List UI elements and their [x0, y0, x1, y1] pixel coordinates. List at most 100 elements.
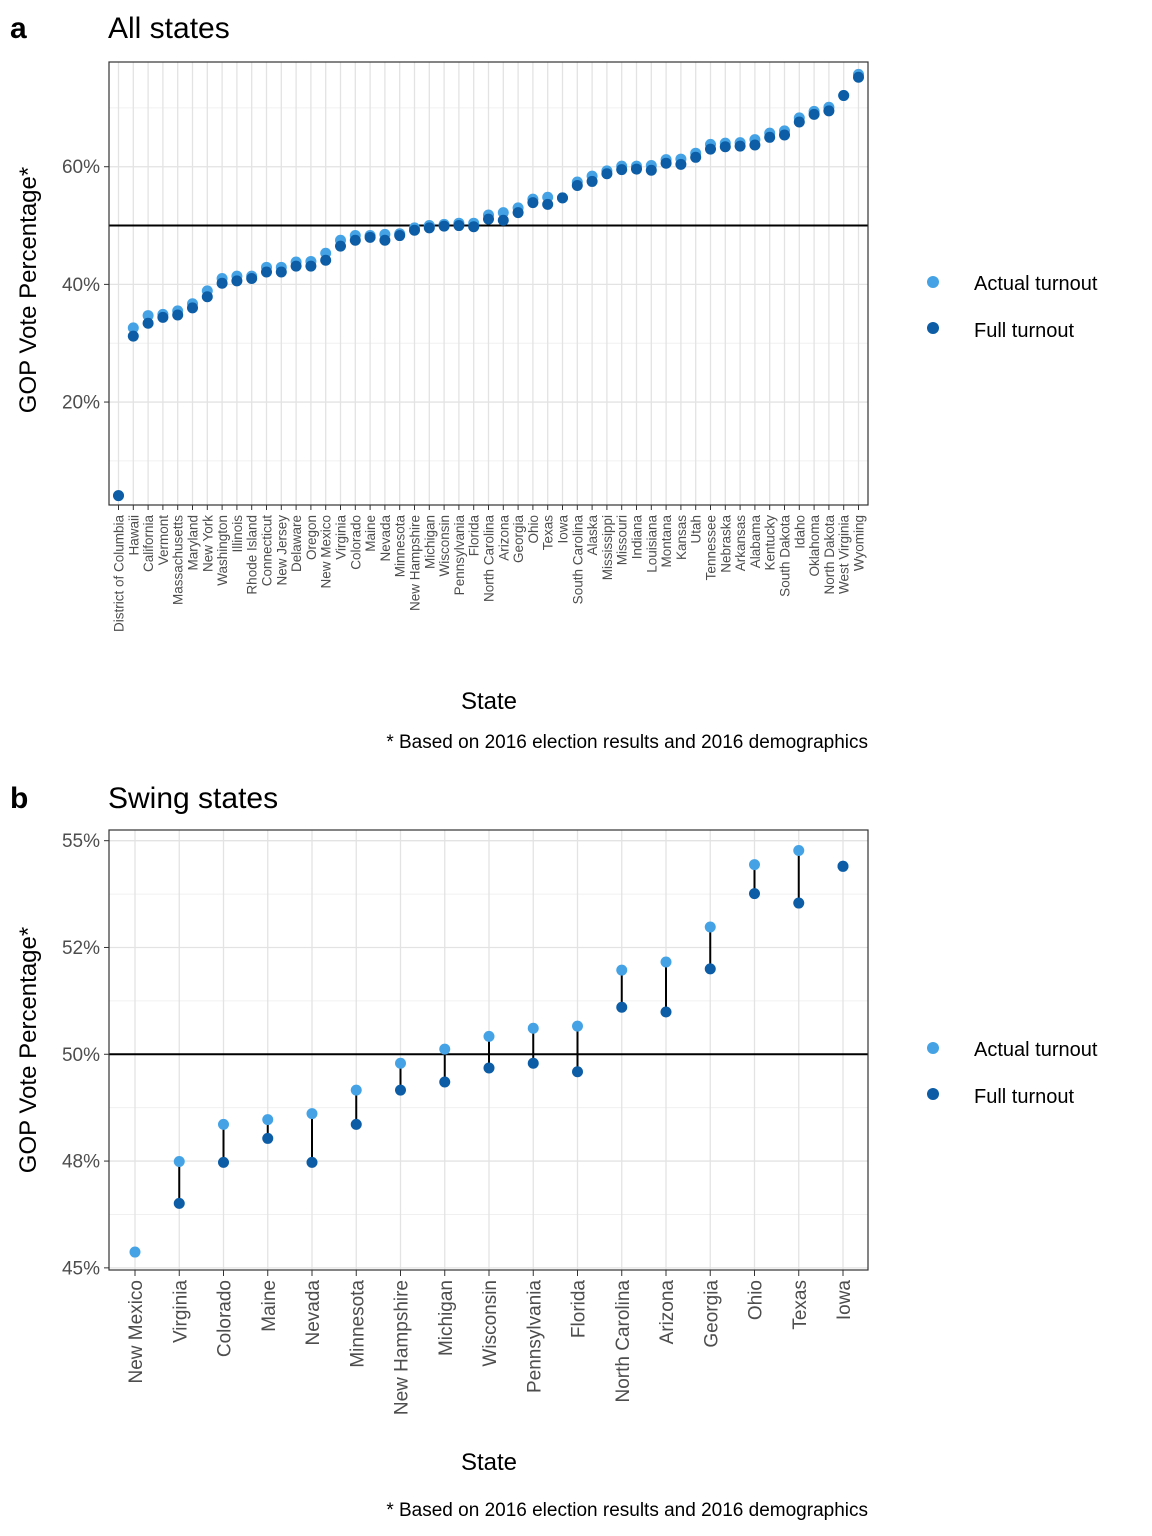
x-tick-label-arizona: Arizona: [657, 1280, 678, 1345]
panel-b-x-axis-title: State: [461, 1449, 517, 1476]
point-full-minnesota: [350, 1118, 362, 1130]
panel-a-y-axis: 20% 40% 60%: [62, 157, 109, 414]
panel-a-caption: * Based on 2016 election results and 201…: [386, 732, 868, 753]
x-tick-label-wyoming: Wyoming: [852, 515, 867, 571]
panel-b-legend: Actual turnout Full turnout: [927, 1039, 1098, 1108]
panel-b-swing-states: b Swing states 45% 48% 50% 52% 55% New Mexic…: [10, 782, 1098, 1521]
x-tick-label-idaho: Idaho: [792, 515, 807, 549]
x-tick-label-wisconsin: Wisconsin: [480, 1280, 501, 1367]
point-full-california: [142, 317, 154, 329]
legend-a-full-key: [927, 322, 939, 334]
x-tick-label-florida: Florida: [467, 515, 482, 557]
point-full-vermont: [157, 311, 169, 323]
point-full-georgia: [512, 207, 524, 219]
x-tick-label-florida: Florida: [569, 1280, 590, 1339]
point-full-new-york: [201, 291, 213, 303]
point-full-delaware: [290, 260, 302, 272]
x-tick-label-maryland: Maryland: [186, 515, 201, 571]
point-actual-maine: [262, 1114, 274, 1126]
point-actual-virginia: [173, 1155, 185, 1167]
x-tick-label-georgia: Georgia: [701, 1280, 722, 1348]
point-actual-arizona: [660, 956, 672, 968]
x-tick-label-south-dakota: South Dakota: [778, 515, 793, 597]
point-full-tennessee: [705, 143, 716, 155]
panel-b-y-axis: 45% 48% 50% 52% 55%: [62, 831, 109, 1279]
panel-a-title: All states: [108, 12, 230, 45]
point-actual-arizona: [497, 207, 509, 219]
x-tick-label-nevada: Nevada: [303, 1280, 324, 1346]
panel-a-letter: a: [10, 12, 27, 45]
point-actual-colorado: [218, 1118, 229, 1130]
point-full-florida: [572, 1066, 583, 1078]
point-full-ohio: [749, 888, 760, 900]
point-full-idaho: [793, 116, 805, 128]
point-actual-ohio: [749, 859, 760, 871]
y-tick-label: 50%: [62, 1045, 100, 1066]
x-tick-label-michigan: Michigan: [436, 1280, 457, 1356]
x-tick-label-oregon: Oregon: [304, 515, 319, 560]
x-tick-label-pennsylvania: Pennsylvania: [524, 1280, 545, 1393]
point-full-massachusetts: [172, 309, 184, 321]
x-tick-label-alabama: Alabama: [748, 515, 763, 569]
point-full-alabama: [749, 139, 761, 151]
point-full-north-dakota: [823, 105, 835, 117]
x-tick-label-nebraska: Nebraska: [718, 515, 733, 573]
y-tick-label: 52%: [62, 938, 100, 959]
point-full-nebraska: [719, 141, 731, 153]
point-full-north-carolina: [483, 213, 494, 225]
x-tick-label-new-hampshire: New Hampshire: [408, 515, 423, 611]
y-tick-label: 48%: [62, 1152, 100, 1173]
point-full-west-virginia: [838, 90, 850, 102]
point-full-washington: [216, 277, 228, 289]
x-tick-label-colorado: Colorado: [348, 515, 363, 570]
point-full-south-dakota: [779, 129, 790, 141]
y-tick-label: 60%: [62, 157, 100, 178]
x-tick-label-iowa: Iowa: [556, 515, 571, 544]
panel-b-title: Swing states: [108, 782, 278, 815]
panel-a-x-axis-title: State: [461, 688, 517, 715]
y-tick-label: 20%: [62, 393, 100, 414]
x-tick-label-new-mexico: New Mexico: [126, 1280, 147, 1383]
point-full-arizona: [497, 214, 509, 226]
x-tick-label-rhode-island: Rhode Island: [245, 515, 260, 595]
x-tick-label-ohio: Ohio: [746, 1280, 767, 1320]
point-full-illinois: [231, 275, 243, 287]
x-tick-label-arizona: Arizona: [496, 515, 511, 561]
point-actual-michigan: [439, 1043, 451, 1055]
point-full-kentucky: [764, 131, 776, 143]
point-full-mississippi: [601, 168, 613, 180]
point-full-pennsylvania: [453, 220, 465, 232]
x-tick-label-new-york: New York: [200, 515, 215, 572]
x-tick-label-oklahoma: Oklahoma: [807, 515, 822, 577]
legend-a-full-label: Full turnout: [974, 320, 1074, 342]
panel-b-letter: b: [10, 782, 28, 815]
x-tick-label-georgia: Georgia: [511, 515, 526, 564]
x-tick-label-texas: Texas: [790, 1280, 811, 1330]
y-tick-label: 40%: [62, 275, 100, 296]
point-full-maine: [262, 1132, 274, 1144]
point-full-florida: [468, 221, 480, 233]
x-tick-label-massachusetts: Massachusetts: [171, 515, 186, 605]
point-actual-georgia: [704, 921, 716, 933]
point-full-district-of-columbia: [113, 490, 124, 502]
x-tick-label-tennessee: Tennessee: [704, 515, 719, 580]
point-actual-nevada: [306, 1108, 318, 1120]
x-tick-label-washington: Washington: [215, 515, 230, 586]
point-full-missouri: [616, 164, 628, 176]
point-full-iowa: [557, 192, 568, 204]
point-full-wisconsin: [438, 220, 450, 232]
panel-b-y-axis-title: GOP Vote Percentage*: [15, 927, 42, 1173]
y-tick-label: 55%: [62, 831, 100, 852]
point-full-montana: [660, 157, 672, 169]
x-tick-label-north-carolina: North Carolina: [613, 1280, 634, 1403]
legend-a-actual-key: [927, 276, 939, 288]
x-tick-label-north-carolina: North Carolina: [482, 515, 497, 603]
point-full-colorado: [218, 1156, 229, 1168]
x-tick-label-louisiana: Louisiana: [644, 515, 659, 573]
x-tick-label-new-hampshire: New Hampshire: [392, 1280, 413, 1415]
point-full-nevada: [306, 1156, 318, 1168]
x-tick-label-ohio: Ohio: [526, 515, 541, 544]
x-tick-label-vermont: Vermont: [156, 515, 171, 566]
point-actual-florida: [572, 1020, 583, 1032]
legend-b-full-key: [927, 1088, 939, 1100]
